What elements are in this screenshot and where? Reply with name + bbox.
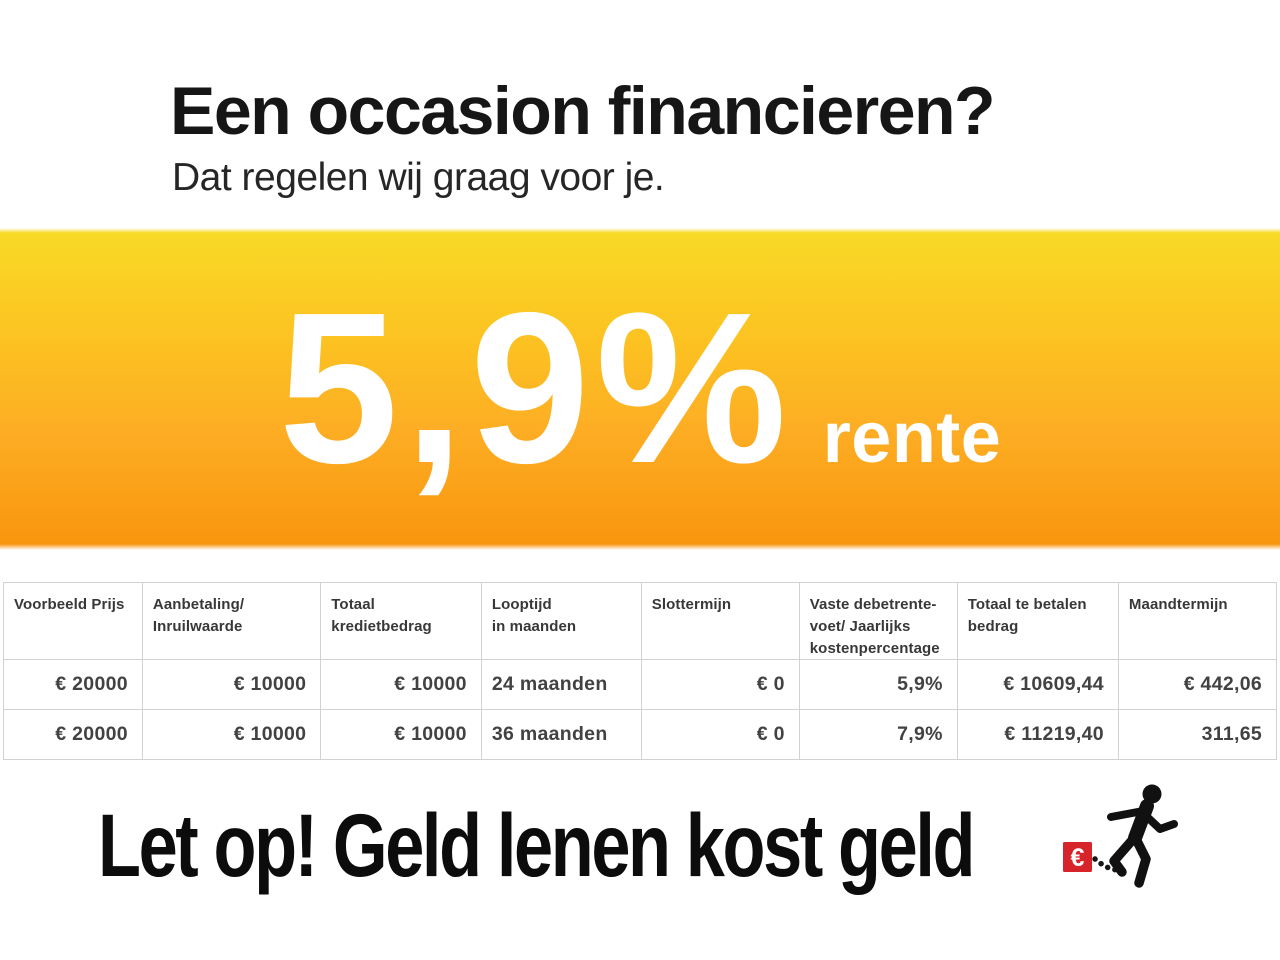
- cell-prijs: € 20000: [3, 709, 143, 761]
- col-header-aanbetaling: Aanbetaling/ Inruilwaarde: [141, 581, 322, 661]
- financing-example-table: Voorbeeld Prijs Aanbetaling/ Inruilwaard…: [3, 581, 1278, 761]
- cell-totaal: € 11219,40: [956, 709, 1119, 761]
- table-row: € 20000 € 10000 € 10000 24 maanden € 0 5…: [3, 659, 1278, 711]
- col-header-debetrentevoet: Vaste debetrente- voet/ Jaarlijks kosten…: [798, 581, 958, 661]
- page-title: Een occasion financieren?: [170, 73, 996, 149]
- col-header-looptijd: Looptijd in maanden: [480, 581, 642, 661]
- table-header-row: Voorbeeld Prijs Aanbetaling/ Inruilwaard…: [3, 581, 1278, 661]
- euro-block: [1063, 842, 1092, 872]
- interest-rate-banner: 5,9% rente: [0, 228, 1280, 550]
- cell-maandtermijn: € 442,06: [1117, 659, 1278, 711]
- cell-totaal: € 10609,44: [956, 659, 1119, 711]
- col-header-totaal-te-betalen: Totaal te betalen bedrag: [956, 581, 1119, 661]
- cell-prijs: € 20000: [3, 659, 143, 711]
- table-row: € 20000 € 10000 € 10000 36 maanden € 0 7…: [3, 709, 1278, 761]
- credit-warning-text: Let op! Geld lenen kost geld: [98, 795, 975, 895]
- walking-man-figure: [1107, 784, 1178, 888]
- cell-kredietbedrag: € 10000: [320, 709, 482, 761]
- cell-kredietbedrag: € 10000: [320, 659, 482, 711]
- cell-aanbetaling: € 10000: [141, 659, 322, 711]
- col-header-voorbeeld-prijs: Voorbeeld Prijs: [3, 581, 143, 661]
- interest-rate-value: 5,9%: [278, 267, 793, 508]
- cell-rente: 5,9%: [798, 659, 958, 711]
- col-header-maandtermijn: Maandtermijn: [1117, 581, 1278, 661]
- page-subtitle: Dat regelen wij graag voor je.: [172, 156, 665, 199]
- cell-looptijd: 24 maanden: [480, 659, 642, 711]
- cell-maandtermijn: 311,65: [1117, 709, 1278, 761]
- cell-rente: 7,9%: [798, 709, 958, 761]
- col-header-kredietbedrag: Totaal kredietbedrag: [320, 581, 482, 661]
- cell-aanbetaling: € 10000: [141, 709, 322, 761]
- col-header-slottermijn: Slottermijn: [640, 581, 800, 661]
- euro-ball-and-chain-icon: €: [1063, 784, 1178, 888]
- euro-glyph: €: [1071, 844, 1085, 872]
- cell-looptijd: 36 maanden: [480, 709, 642, 761]
- rate-row: 5,9% rente: [0, 280, 1280, 495]
- cell-slottermijn: € 0: [640, 709, 800, 761]
- interest-rate-label: rente: [822, 398, 1002, 478]
- cell-slottermijn: € 0: [640, 659, 800, 711]
